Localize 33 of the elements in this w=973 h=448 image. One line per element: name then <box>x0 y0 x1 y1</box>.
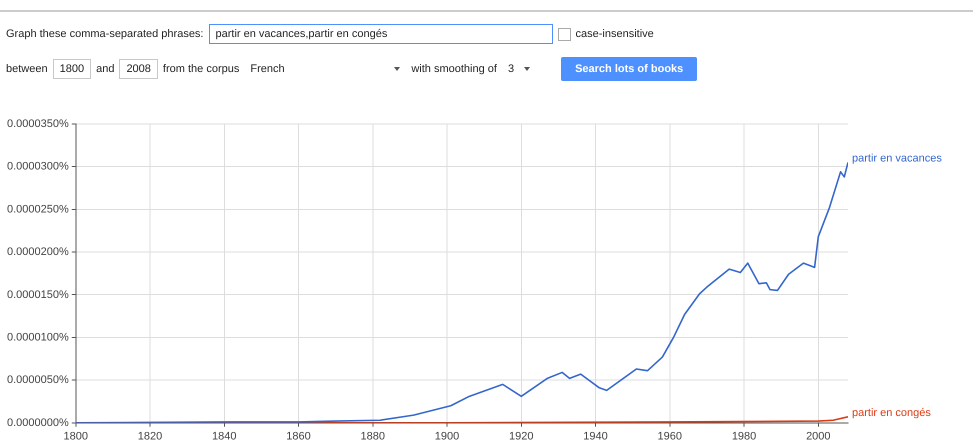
text: 1800 <box>52 59 92 79</box>
x-tick-label: 1820 <box>138 430 162 442</box>
y-tick-label: 0.0000050% <box>6 374 69 386</box>
x-tick-label: 1880 <box>360 430 386 442</box>
text: 3 <box>508 63 514 75</box>
y-tick-label: 0.0000250% <box>6 203 69 216</box>
y-tick-label: 0.0000100% <box>6 331 69 344</box>
text: from the corpus <box>162 63 240 75</box>
text: with smoothing of <box>411 63 497 75</box>
x-tick-label: 2000 <box>806 430 831 442</box>
text: Search lots of books <box>561 57 698 81</box>
text: case-insensitive <box>576 28 654 40</box>
text: French <box>250 63 285 75</box>
x-tick-label: 1860 <box>286 430 311 442</box>
x-tick-label: 1980 <box>732 430 756 442</box>
y-tick-label: 0.0000350% <box>6 118 69 130</box>
y-tick-label: 0.0000000% <box>6 416 69 429</box>
series-label: partir en vacances <box>852 152 942 164</box>
y-tick-label: 0.0000300% <box>6 160 69 173</box>
x-tick-label: 1900 <box>434 430 460 442</box>
x-tick-label: 1840 <box>212 430 237 442</box>
text: 2008 <box>119 59 158 79</box>
text: and <box>96 63 114 75</box>
text: partir en vacances,partir en congés <box>208 24 552 44</box>
x-tick-label: 1920 <box>509 430 534 442</box>
x-tick-label: 1800 <box>64 430 88 442</box>
x-tick-label: 1940 <box>583 430 608 442</box>
series-label: partir en congés <box>852 406 932 419</box>
x-tick-label: 1960 <box>658 430 682 442</box>
y-tick-label: 0.0000150% <box>6 288 69 301</box>
text: Graph these comma-separated phrases: <box>6 28 204 40</box>
y-tick-label: 0.0000200% <box>6 246 69 258</box>
text: between <box>6 63 48 75</box>
